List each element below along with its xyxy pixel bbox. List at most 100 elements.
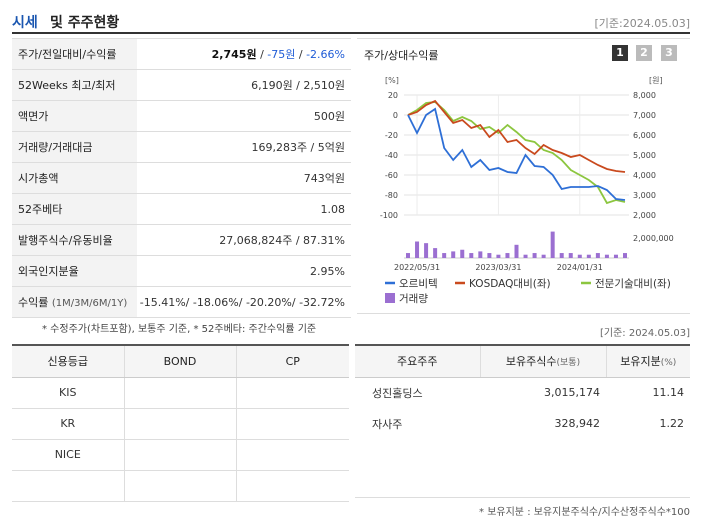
table-row: 52주베타 1.08 bbox=[12, 193, 351, 225]
table-row: KIS bbox=[12, 377, 349, 409]
shares-held: 3,015,174 bbox=[544, 386, 600, 400]
return-rates: -15.41%/ -18.06%/ -20.20%/ -32.72% bbox=[137, 286, 351, 318]
current-price: 2,745원 bbox=[211, 48, 257, 61]
volume-bar bbox=[487, 253, 492, 258]
ownership-pct: 1.22 bbox=[659, 417, 685, 430]
volume-bar bbox=[496, 254, 501, 258]
ownership-pct: 11.14 bbox=[652, 386, 685, 400]
y-tick-left: -80 bbox=[385, 191, 398, 200]
volume-bar bbox=[523, 254, 528, 258]
chart-page-2-button[interactable]: 2 bbox=[636, 45, 652, 61]
row-label: 주가/전일대비/수익률 bbox=[12, 38, 137, 70]
series-line bbox=[407, 99, 626, 173]
volume-bar bbox=[406, 253, 410, 258]
bond-rating bbox=[123, 470, 236, 502]
y-tick-right: 3,000 bbox=[633, 191, 656, 200]
row-label: 발행주식수/유동비율 bbox=[12, 224, 137, 256]
y-tick-right: 2,000 bbox=[633, 211, 656, 220]
bond-rating bbox=[123, 377, 236, 409]
table-row: 시가총액 743억원 bbox=[12, 162, 351, 194]
volume-bar bbox=[623, 253, 627, 258]
price-change-rate: -2.66% bbox=[306, 48, 345, 61]
legend-label: KOSDAQ대비(좌) bbox=[469, 278, 551, 290]
credit-rating-table: 신용등급 BOND CP KIS KR NICE bbox=[12, 344, 349, 502]
chart-date-note: [기준: 2024.05.03] bbox=[599, 328, 690, 339]
volume-bar bbox=[514, 244, 519, 258]
volume-bar bbox=[559, 253, 564, 258]
volume-bar bbox=[478, 251, 483, 258]
legend-label: 전문기술대비(좌) bbox=[595, 278, 671, 290]
holders-footnote: * 보유지분 : 보유지분주식수/지수산정주식수*100 bbox=[479, 507, 690, 518]
reference-date: [기준:2024.05.03] bbox=[594, 17, 690, 30]
volume-bar bbox=[550, 231, 555, 258]
row-value: 169,283주 / 5억원 bbox=[137, 131, 351, 163]
series-line bbox=[407, 101, 626, 205]
agency-name: KIS bbox=[12, 377, 124, 409]
volume-bar bbox=[433, 248, 438, 258]
table-row: 외국인지분율 2.95% bbox=[12, 255, 351, 287]
row-label: 52Weeks 최고/최저 bbox=[12, 69, 137, 101]
col-header-sub: (보통) bbox=[556, 358, 581, 369]
price-summary-table: 주가/전일대비/수익률 2,745원 / -75원 / -2.66% 52Wee… bbox=[12, 38, 351, 318]
col-header: CP bbox=[235, 344, 349, 378]
x-tick-label: 2024/01/31 bbox=[557, 263, 603, 272]
y-tick-left: -60 bbox=[385, 171, 398, 180]
section-title-main: 시세 bbox=[12, 15, 38, 31]
agency-name: KR bbox=[12, 408, 124, 440]
cp-rating bbox=[235, 470, 349, 502]
volume-bar bbox=[505, 253, 510, 258]
chart-page-3-button[interactable]: 3 bbox=[661, 45, 677, 61]
volume-bar bbox=[415, 241, 420, 258]
holder-name: 자사주 bbox=[372, 417, 403, 431]
y-tick-left: 20 bbox=[388, 91, 398, 100]
table-row: 거래량/거래대금 169,283주 / 5억원 bbox=[12, 131, 351, 163]
cp-rating bbox=[235, 408, 349, 440]
table-row bbox=[12, 470, 349, 502]
volume-tick: 2,000,000 bbox=[633, 234, 674, 243]
table-row: 주가/전일대비/수익률 2,745원 / -75원 / -2.66% bbox=[12, 38, 351, 70]
volume-bar bbox=[613, 254, 618, 258]
row-value: 1.08 bbox=[137, 193, 351, 225]
table-row: 자사주 328,942 1.22 bbox=[355, 408, 690, 439]
volume-bar bbox=[604, 254, 609, 258]
table-row: 수익률 (1M/3M/6M/1Y) -15.41%/ -18.06%/ -20.… bbox=[12, 286, 351, 318]
agency-name bbox=[12, 470, 124, 502]
chart-page-1-button[interactable]: 1 bbox=[612, 45, 628, 61]
volume-bar bbox=[442, 253, 447, 258]
table-row: KR bbox=[12, 408, 349, 440]
row-value: 743억원 bbox=[137, 162, 351, 194]
table-row: 액면가 500원 bbox=[12, 100, 351, 132]
chart-panel: 주가/상대수익률 1 2 3 [%] [원] 20 8,000 0 7,000 -20 6,0… bbox=[357, 38, 690, 314]
row-label: 시가총액 bbox=[12, 162, 137, 194]
y-tick-right: 8,000 bbox=[633, 91, 656, 100]
left-axis-unit: [%] bbox=[385, 76, 399, 85]
cp-rating bbox=[235, 439, 349, 471]
divider bbox=[355, 497, 690, 498]
legend-label: 거래량 bbox=[399, 293, 428, 305]
row-value: 6,190원 / 2,510원 bbox=[137, 69, 351, 101]
separator: / bbox=[256, 48, 268, 61]
legend-label: 오르비텍 bbox=[399, 278, 438, 290]
shares-held: 328,942 bbox=[554, 417, 601, 430]
summary-footnote: * 수정주가(차트포함), 보통주 기준, * 52주베타: 주간수익률 기준 bbox=[42, 324, 317, 335]
holder-name: 성진홀딩스 bbox=[372, 386, 423, 400]
x-tick-label: 2023/03/31 bbox=[475, 263, 521, 272]
table-row: 52Weeks 최고/최저 6,190원 / 2,510원 bbox=[12, 69, 351, 101]
row-value: 27,068,824주 / 87.31% bbox=[137, 224, 351, 256]
agency-name: NICE bbox=[12, 439, 124, 471]
y-tick-right: 7,000 bbox=[633, 111, 656, 120]
row-label: 외국인지분율 bbox=[12, 255, 137, 287]
volume-bar bbox=[541, 254, 546, 258]
y-tick-right: 6,000 bbox=[633, 131, 656, 140]
chart-panel-title: 주가/상대수익률 bbox=[364, 49, 439, 62]
volume-bar bbox=[577, 254, 582, 258]
row-value: 2.95% bbox=[137, 255, 351, 287]
section-title-rest: 및 주주현황 bbox=[50, 15, 120, 31]
separator: / bbox=[295, 48, 307, 61]
row-label: 액면가 bbox=[12, 100, 137, 132]
table-row: NICE bbox=[12, 439, 349, 471]
volume-bar bbox=[460, 249, 465, 258]
volume-bar bbox=[595, 253, 600, 258]
col-header-sub: (%) bbox=[660, 358, 677, 369]
x-tick-label: 2022/05/31 bbox=[394, 263, 440, 272]
